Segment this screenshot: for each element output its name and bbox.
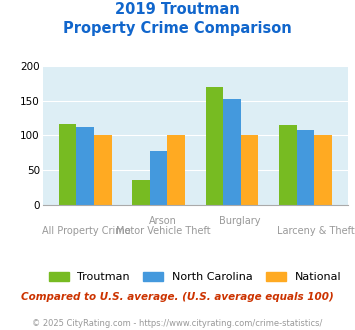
Text: 2019 Troutman: 2019 Troutman (115, 2, 240, 16)
Bar (314, 135, 332, 205)
Bar (150, 150, 167, 205)
Bar (241, 135, 258, 205)
Legend: Troutman, North Carolina, National: Troutman, North Carolina, National (49, 272, 342, 282)
Text: Larceny & Theft: Larceny & Theft (277, 226, 355, 236)
Bar (59, 124, 76, 205)
Text: Property Crime Comparison: Property Crime Comparison (63, 21, 292, 36)
Bar (296, 130, 314, 205)
Bar (76, 127, 94, 205)
Text: Compared to U.S. average. (U.S. average equals 100): Compared to U.S. average. (U.S. average … (21, 292, 334, 302)
Bar (279, 125, 296, 205)
Text: Motor Vehicle Theft: Motor Vehicle Theft (116, 226, 211, 236)
Bar (94, 135, 111, 205)
Bar (167, 135, 185, 205)
Text: Burglary: Burglary (219, 216, 260, 226)
Text: Arson: Arson (149, 216, 177, 226)
Text: © 2025 CityRating.com - https://www.cityrating.com/crime-statistics/: © 2025 CityRating.com - https://www.city… (32, 319, 323, 328)
Bar (206, 87, 223, 205)
Text: All Property Crime: All Property Crime (43, 226, 131, 236)
Bar (223, 99, 241, 205)
Bar (132, 180, 150, 205)
